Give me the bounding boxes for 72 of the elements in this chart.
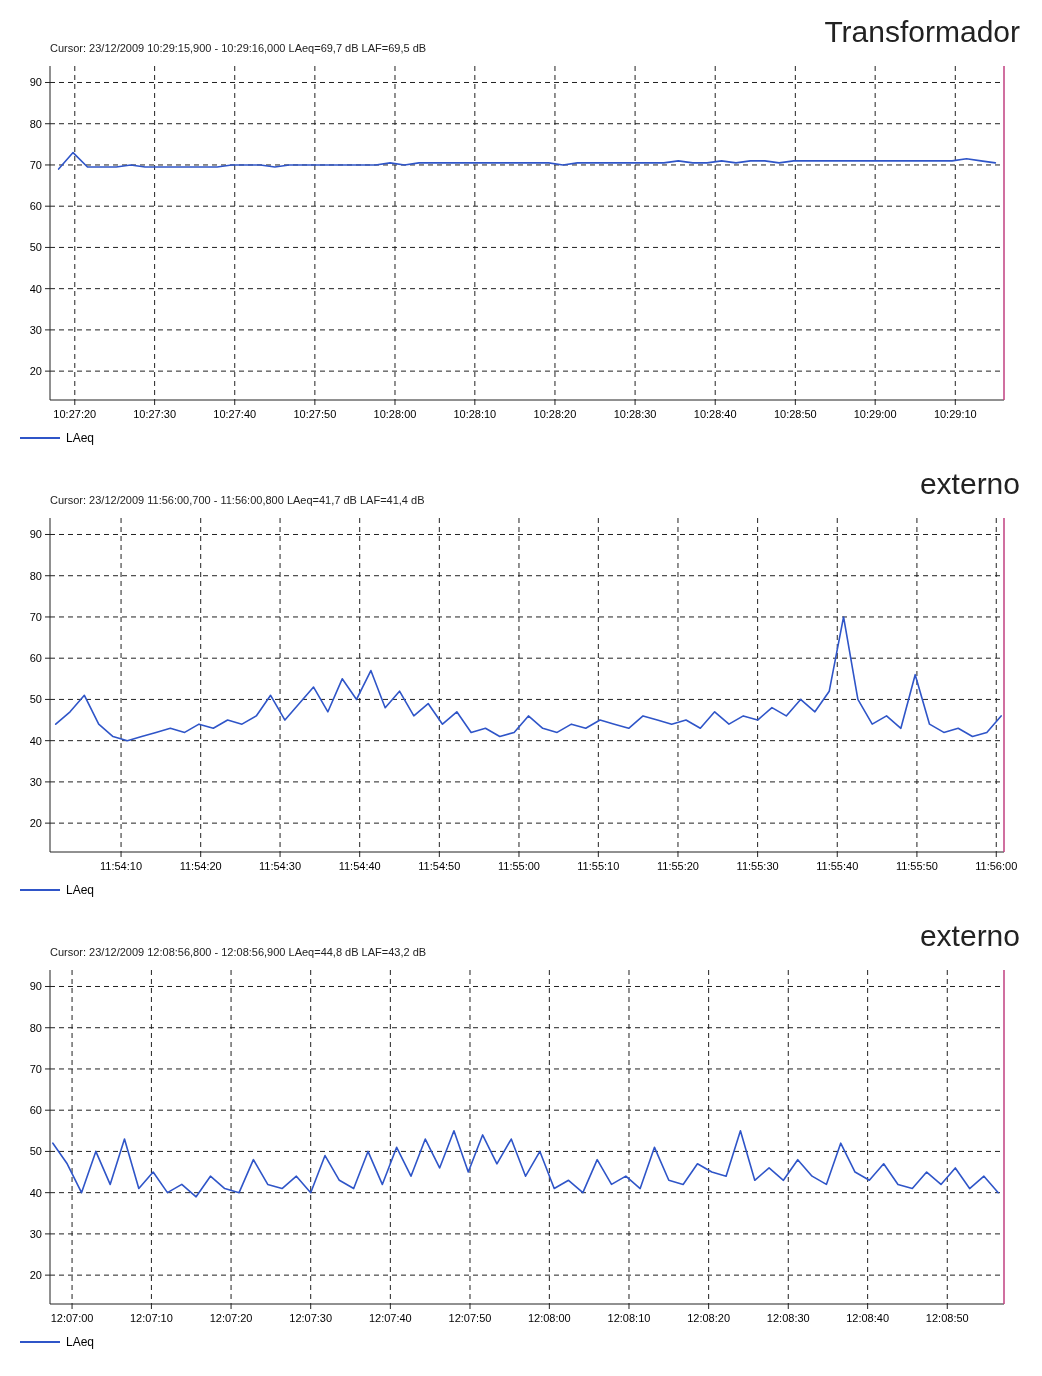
legend-label: LAeq — [66, 883, 95, 898]
legend-label: LAeq — [66, 431, 95, 446]
x-tick-label: 12:07:10 — [130, 1312, 173, 1324]
x-tick-label: 11:54:20 — [179, 860, 222, 872]
x-tick-label: 11:55:40 — [816, 860, 859, 872]
x-tick-label: 10:28:00 — [373, 408, 417, 420]
y-tick-label: 90 — [29, 528, 42, 541]
x-tick-label: 10:28:40 — [693, 408, 737, 420]
chart-subtitle: Cursor: 23/12/2009 11:56:00,700 - 11:56:00,800 LAeq=41,7 dB LAF=41,4 dB — [50, 494, 425, 506]
y-tick-label: 20 — [29, 816, 42, 829]
line-series — [52, 1130, 1000, 1198]
x-tick-label: 12:08:40 — [846, 1312, 890, 1324]
x-tick-label: 11:54:10 — [100, 860, 143, 872]
y-tick-label: 70 — [29, 610, 42, 623]
y-tick-label: 40 — [29, 282, 42, 295]
chart-title: Transformador — [824, 15, 1020, 48]
chart-title: externo — [919, 919, 1020, 952]
chart-title: externo — [919, 467, 1020, 500]
x-tick-label: 12:07:40 — [368, 1312, 412, 1324]
y-tick-label: 60 — [29, 652, 42, 665]
x-tick-label: 11:55:50 — [895, 860, 938, 872]
x-tick-label: 10:28:50 — [773, 408, 817, 420]
y-tick-label: 30 — [29, 323, 42, 336]
x-tick-label: 12:07:50 — [448, 1312, 492, 1324]
x-tick-label: 12:07:30 — [289, 1312, 333, 1324]
y-tick-label: 60 — [29, 1104, 42, 1117]
y-tick-label: 40 — [29, 1186, 42, 1199]
legend-label: LAeq — [66, 1335, 95, 1350]
x-tick-label: 11:56:00 — [975, 860, 1018, 872]
x-tick-label: 12:07:00 — [50, 1312, 94, 1324]
x-tick-label: 12:08:10 — [607, 1312, 651, 1324]
x-tick-label: 10:27:20 — [53, 408, 97, 420]
chart-subtitle: Cursor: 23/12/2009 12:08:56,800 - 12:08:56,900 LAeq=44,8 dB LAF=43,2 dB — [50, 946, 427, 958]
x-tick-label: 11:54:30 — [259, 860, 302, 872]
y-tick-label: 80 — [29, 1021, 42, 1034]
x-tick-label: 12:08:50 — [925, 1312, 969, 1324]
y-tick-label: 20 — [29, 364, 42, 377]
y-tick-label: 50 — [29, 693, 42, 706]
x-tick-label: 11:55:10 — [577, 860, 620, 872]
x-tick-label: 12:08:20 — [687, 1312, 731, 1324]
x-tick-label: 11:55:20 — [656, 860, 699, 872]
x-tick-label: 12:07:20 — [209, 1312, 253, 1324]
y-tick-label: 30 — [29, 1227, 42, 1240]
x-tick-label: 10:28:20 — [533, 408, 577, 420]
y-tick-label: 70 — [29, 158, 42, 171]
chart-subtitle: Cursor: 23/12/2009 10:29:15,900 - 10:29:16,000 LAeq=69,7 dB LAF=69,5 dB — [50, 42, 427, 54]
line-series — [54, 616, 1002, 742]
x-tick-label: 11:55:00 — [497, 860, 540, 872]
x-tick-label: 10:27:40 — [213, 408, 257, 420]
y-tick-label: 90 — [29, 980, 42, 993]
y-tick-label: 50 — [29, 1145, 42, 1158]
x-tick-label: 12:08:30 — [766, 1312, 810, 1324]
y-tick-label: 30 — [29, 775, 42, 788]
y-tick-label: 80 — [29, 117, 42, 130]
y-tick-label: 70 — [29, 1062, 42, 1075]
line-series — [57, 151, 997, 170]
x-tick-label: 10:28:30 — [613, 408, 657, 420]
x-tick-label: 10:27:50 — [293, 408, 337, 420]
x-tick-label: 10:29:10 — [933, 408, 977, 420]
y-tick-label: 60 — [29, 200, 42, 213]
x-tick-label: 10:28:10 — [453, 408, 497, 420]
y-tick-label: 50 — [29, 241, 42, 254]
x-tick-label: 11:54:50 — [418, 860, 461, 872]
y-tick-label: 40 — [29, 734, 42, 747]
y-tick-label: 90 — [29, 76, 42, 89]
x-tick-label: 10:27:30 — [133, 408, 177, 420]
x-tick-label: 12:08:00 — [527, 1312, 571, 1324]
x-tick-label: 11:55:30 — [736, 860, 779, 872]
x-tick-label: 10:29:00 — [853, 408, 897, 420]
y-tick-label: 80 — [29, 569, 42, 582]
x-tick-label: 11:54:40 — [338, 860, 381, 872]
y-tick-label: 20 — [29, 1268, 42, 1281]
